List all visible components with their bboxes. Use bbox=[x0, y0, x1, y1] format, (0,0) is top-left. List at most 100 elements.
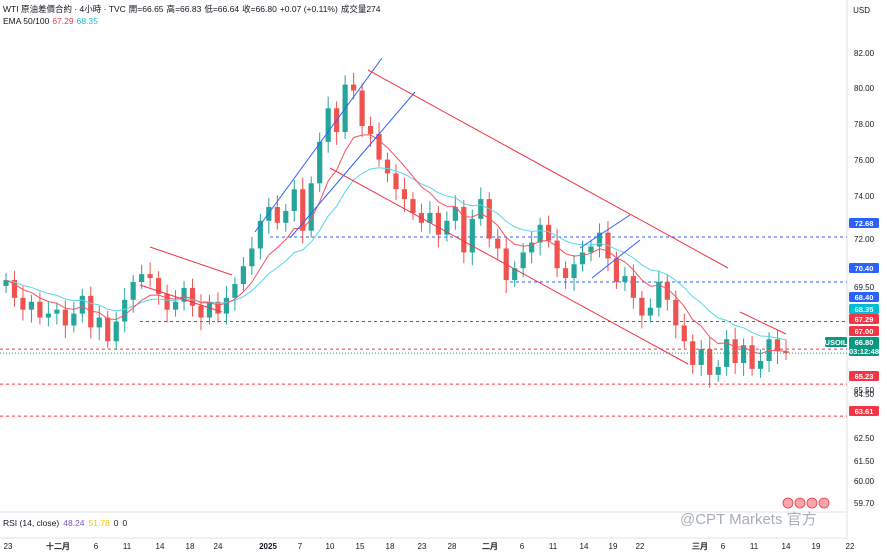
candle-body bbox=[664, 282, 670, 300]
price-tag-label: 66.80 bbox=[855, 338, 874, 347]
candle-body bbox=[96, 317, 102, 328]
candle-body bbox=[749, 345, 755, 369]
candle-body bbox=[20, 297, 26, 310]
close-label: 收 bbox=[242, 4, 251, 14]
x-tick-label: 二月 bbox=[482, 542, 498, 551]
candle-body bbox=[359, 90, 365, 127]
candle-body bbox=[410, 199, 416, 213]
candle-body bbox=[630, 276, 636, 298]
candle-body bbox=[181, 287, 187, 302]
candle-body bbox=[715, 366, 721, 375]
flag2-upper bbox=[579, 214, 631, 249]
price-tag-bg bbox=[849, 218, 879, 228]
rsi-zero-2: 0 bbox=[122, 518, 128, 528]
candle-body bbox=[139, 274, 145, 283]
candle-body bbox=[774, 339, 781, 352]
flag-upper bbox=[149, 246, 233, 276]
candle-body bbox=[401, 189, 408, 200]
currency-label[interactable]: USD bbox=[853, 6, 870, 15]
candle-body bbox=[647, 307, 653, 316]
candle-body bbox=[105, 317, 111, 342]
price-tag-bg bbox=[849, 326, 879, 336]
candle-body bbox=[393, 173, 399, 190]
high-value: =66.83 bbox=[175, 4, 202, 14]
candle-body bbox=[206, 301, 213, 318]
rsi-header: RSI (14, close) 48.24 51.78 0 0 bbox=[3, 518, 127, 528]
x-tick-label: 15 bbox=[356, 542, 365, 551]
rsi-label[interactable]: RSI (14, close) bbox=[3, 518, 60, 528]
x-tick-label: 19 bbox=[609, 542, 618, 551]
candle-body bbox=[588, 246, 594, 253]
x-tick-label: 6 bbox=[721, 542, 726, 551]
event-marker-icon bbox=[782, 497, 794, 509]
y-tick-label: 76.00 bbox=[854, 156, 875, 165]
high-label: 高 bbox=[166, 4, 176, 14]
x-tick-label: 22 bbox=[636, 542, 645, 551]
candle-body bbox=[461, 207, 467, 253]
candle-body bbox=[495, 238, 501, 249]
x-tick-label: 22 bbox=[846, 542, 855, 551]
y-tick-label: 74.00 bbox=[854, 192, 875, 201]
ema-label[interactable]: EMA 50/100 bbox=[3, 16, 50, 26]
price-tag-bg bbox=[849, 371, 879, 381]
volume-label: 成交量 bbox=[340, 4, 367, 14]
candle-body bbox=[232, 284, 238, 298]
candle-body bbox=[537, 224, 543, 243]
candle-body bbox=[3, 280, 9, 286]
candle-body bbox=[520, 252, 526, 269]
symbol-name[interactable]: WTI 原油差價合約 · 4小時 · TVC bbox=[3, 4, 126, 14]
price-tag-label: 68.35 bbox=[855, 305, 874, 314]
candle-body bbox=[54, 309, 60, 314]
y-tick-label: 82.00 bbox=[854, 49, 875, 58]
candle-body bbox=[28, 301, 35, 310]
candle-body bbox=[274, 207, 280, 223]
flag2-lower bbox=[591, 239, 641, 279]
price-tag-label: 03:12:48 bbox=[849, 347, 879, 356]
y-tick-label: 64.50 bbox=[854, 390, 875, 399]
candle-body bbox=[741, 345, 747, 363]
candle-body bbox=[376, 133, 382, 160]
candle-body bbox=[147, 274, 153, 279]
x-tick-label: 14 bbox=[782, 542, 791, 551]
x-tick-label: 23 bbox=[4, 542, 13, 551]
event-marker-icon bbox=[794, 497, 806, 509]
x-tick-label: 2025 bbox=[259, 542, 277, 551]
x-tick-label: 11 bbox=[750, 542, 759, 551]
candle-body bbox=[579, 252, 586, 265]
watermark: @CPT Markets 官方 bbox=[680, 511, 817, 528]
candle-body bbox=[622, 276, 628, 283]
price-tag-bg bbox=[849, 304, 879, 314]
candle-body bbox=[172, 301, 179, 310]
candle-body bbox=[122, 299, 128, 322]
low-label: 低 bbox=[204, 4, 213, 14]
open-value: =66.65 bbox=[137, 4, 164, 14]
candle-body bbox=[164, 293, 170, 310]
candle-body bbox=[351, 84, 357, 91]
candle-body bbox=[427, 212, 433, 223]
candle-body bbox=[249, 248, 255, 267]
price-tag-label: 65.23 bbox=[855, 372, 874, 381]
candle-body bbox=[113, 321, 119, 342]
y-tick-label: 65.50 bbox=[854, 386, 875, 395]
ema50-line bbox=[5, 134, 787, 355]
x-tick-label: 24 bbox=[214, 542, 223, 551]
candle-body bbox=[198, 305, 204, 318]
x-tick-label: 6 bbox=[94, 542, 99, 551]
candle-body bbox=[562, 268, 569, 279]
x-tick-label: 18 bbox=[186, 542, 195, 551]
x-tick-label: 23 bbox=[418, 542, 427, 551]
candle-body bbox=[88, 295, 94, 328]
y-tick-label: 80.00 bbox=[854, 84, 875, 93]
candle-body bbox=[435, 212, 441, 235]
candle-body bbox=[639, 297, 645, 316]
price-tag-bg bbox=[849, 337, 879, 347]
symbol-header: WTI 原油差價合約 · 4小時 · TVC 開 =66.65 高 =66.83 低… bbox=[3, 3, 381, 15]
candle-body bbox=[257, 220, 263, 249]
rsi-ma-value: 51.78 bbox=[88, 518, 110, 528]
candle-body bbox=[690, 341, 696, 365]
candle-body bbox=[452, 207, 458, 221]
candle-body bbox=[223, 297, 230, 314]
ema100-value: 68.35 bbox=[76, 16, 98, 26]
channel-up-upper bbox=[254, 57, 383, 233]
